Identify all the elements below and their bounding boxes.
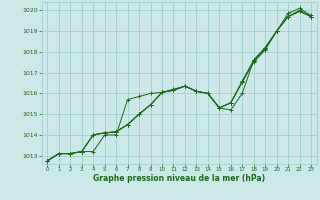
X-axis label: Graphe pression niveau de la mer (hPa): Graphe pression niveau de la mer (hPa) [93, 174, 265, 183]
